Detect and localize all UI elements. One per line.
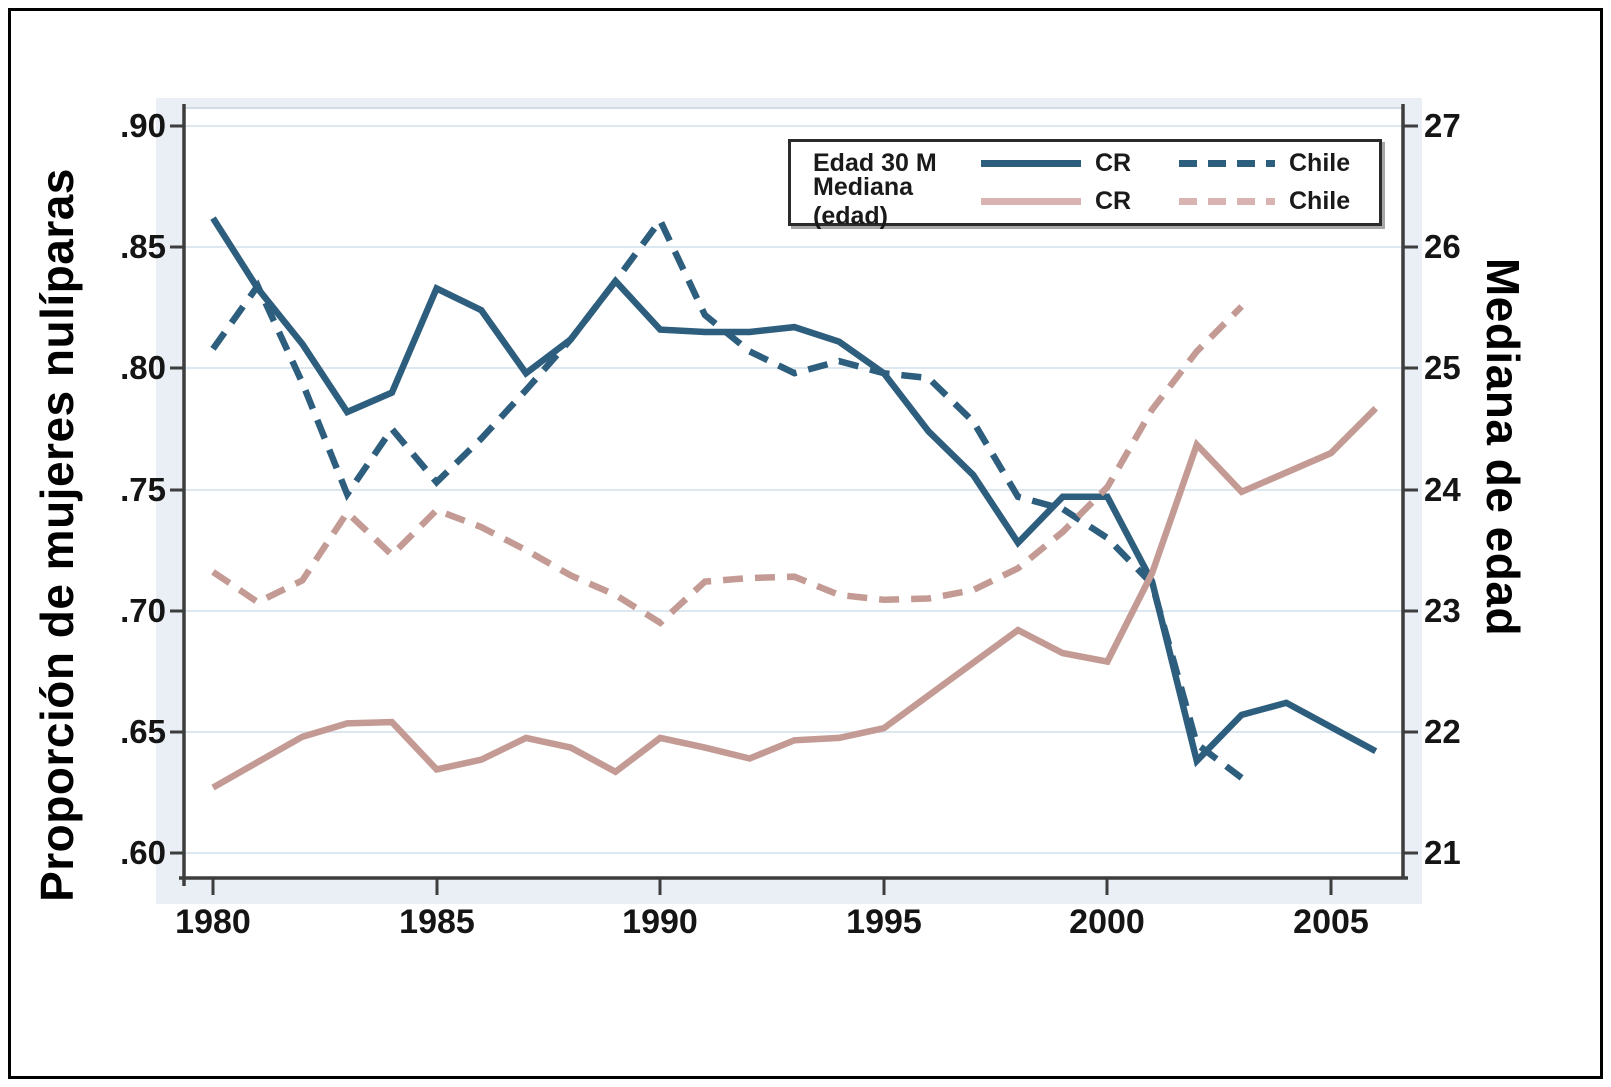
legend-pink-dashed-line-swatch bbox=[1179, 198, 1275, 205]
legend-cr-label: CR bbox=[1095, 187, 1132, 215]
legend-series-label: Edad 30 M bbox=[813, 149, 937, 177]
legend-cr-label: CR bbox=[1095, 149, 1132, 177]
x-tick-label: 1980 bbox=[175, 903, 251, 941]
right-tick-label: 23 bbox=[1424, 592, 1461, 629]
legend-blue-solid-line-swatch bbox=[981, 160, 1081, 167]
left-tick-label: .70 bbox=[120, 592, 166, 629]
right-tick-label: 26 bbox=[1424, 228, 1461, 265]
left-tick-label: .90 bbox=[120, 107, 166, 144]
x-tick-label: 1985 bbox=[399, 903, 475, 941]
left-tick-label: .65 bbox=[120, 713, 166, 750]
legend-series-label: Mediana (edad) bbox=[813, 172, 914, 230]
legend-chile-label: Chile bbox=[1289, 187, 1351, 215]
legend-blue-dashed-line-swatch bbox=[1179, 160, 1275, 167]
legend-pink-solid-line-swatch bbox=[981, 198, 1081, 205]
right-tick-label: 25 bbox=[1424, 349, 1461, 386]
left-tick-label: .80 bbox=[120, 349, 166, 386]
legend-chile-label: Chile bbox=[1289, 149, 1351, 177]
legend-row-edad30: Edad 30 M CR Chile bbox=[791, 149, 1379, 179]
right-tick-label: 21 bbox=[1424, 834, 1461, 871]
x-tick-label: 1995 bbox=[846, 903, 922, 941]
right-tick-label: 24 bbox=[1424, 471, 1461, 508]
x-tick-label: 1990 bbox=[622, 903, 698, 941]
legend-row-mediana: Mediana (edad) CR Chile bbox=[791, 173, 1379, 230]
x-tick-label: 2005 bbox=[1293, 903, 1369, 941]
right-tick-label: 27 bbox=[1424, 107, 1461, 144]
left-tick-label: .60 bbox=[120, 834, 166, 871]
left-tick-label: .85 bbox=[120, 228, 166, 265]
legend-box: Edad 30 M CR Chile Mediana (edad) CR Chi… bbox=[788, 139, 1382, 230]
left-axis-title: Proporción de mujeres nulíparas bbox=[31, 168, 83, 902]
left-tick-label: .75 bbox=[120, 471, 166, 508]
x-tick-label: 2000 bbox=[1069, 903, 1145, 941]
right-axis-title: Mediana de edad bbox=[1477, 257, 1529, 637]
right-tick-label: 22 bbox=[1424, 713, 1461, 750]
